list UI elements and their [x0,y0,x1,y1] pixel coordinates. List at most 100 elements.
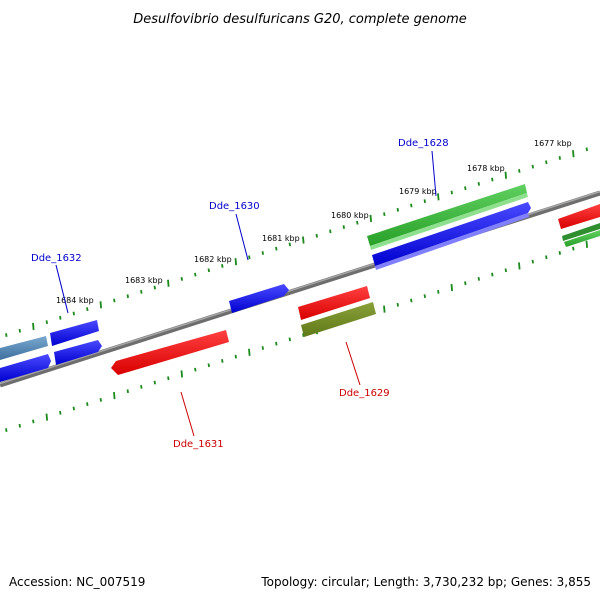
tick-mark [423,294,426,299]
kbp-label: 1682 kbp [194,255,232,264]
tick-mark [531,164,534,169]
tick-mark [302,333,305,337]
leader-line-dde-1630 [235,213,249,261]
tick-mark [450,190,453,195]
tick-mark [275,341,278,346]
gene-dde-1630[interactable] [229,284,289,313]
tick-mark [32,419,35,424]
tick-mark [207,268,210,273]
tick-mark [140,289,143,294]
gene-dde-1628-adjacent[interactable] [372,202,531,270]
tick-mark [194,367,197,372]
tick-mark [558,251,561,255]
kbp-label: 1679 kbp [399,187,437,196]
tick-mark [32,322,35,331]
tick-mark [5,333,8,337]
tick-mark [234,354,237,359]
inner-tick-ring [5,240,588,432]
gene-label-dde-1630[interactable]: Dde_1630 [209,201,260,212]
gene-left-blue[interactable] [0,354,51,382]
tick-mark [437,193,440,201]
tick-mark [396,207,399,212]
gene-dde-1629[interactable] [301,302,376,337]
tick-mark [18,423,21,428]
tick-mark [356,220,359,225]
tick-mark [261,346,264,350]
tick-mark [153,380,156,385]
tick-mark [518,169,521,173]
tick-mark [153,285,156,290]
tick-mark [342,225,345,229]
gene-right-red[interactable] [558,204,600,229]
tick-mark [248,348,251,356]
gene-right-green[interactable] [562,223,600,247]
gene-dde-1628[interactable] [367,184,528,250]
gene-label-dde-1632[interactable]: Dde_1632 [31,253,82,264]
tick-mark [572,150,575,158]
gene-dde-1632[interactable] [50,320,102,365]
tick-mark [477,276,480,281]
tick-mark [369,214,372,223]
tick-mark [45,413,48,421]
tick-mark [437,289,440,294]
tick-mark [72,406,75,411]
tick-mark [99,301,102,309]
tick-mark [221,359,224,363]
tick-mark [261,251,264,255]
tick-mark [585,147,588,152]
accession-text: Accession: NC_007519 [9,575,145,589]
kbp-label: 1681 kbp [262,234,300,243]
tick-mark [113,391,116,400]
tick-mark [167,376,170,381]
map-title: Desulfovibrio desulfuricans G20, complet… [133,12,467,27]
leader-line-dde-1631 [180,391,195,437]
gene-label-dde-1629[interactable]: Dde_1629 [339,388,390,399]
tick-mark [180,370,183,378]
tick-mark [167,279,170,287]
tick-mark [329,229,332,234]
leader-line-dde-1629 [345,341,361,386]
tick-mark [86,402,89,407]
tick-mark [180,277,183,281]
tick-mark [383,305,386,313]
tick-mark [477,181,480,186]
tick-mark [126,389,129,394]
tick-mark [504,171,507,179]
tick-mark [518,262,521,270]
tick-mark [558,156,561,160]
tick-mark [545,255,548,260]
kbp-label: 1677 kbp [534,139,572,148]
tick-mark [585,240,588,248]
tick-mark [18,328,21,333]
leader-line-dde-1632 [55,264,69,314]
gene-dde-1629-red[interactable] [298,286,370,320]
tick-mark [315,233,318,238]
tick-mark [207,363,210,368]
tick-mark [396,302,399,307]
tick-mark [572,246,575,251]
tick-mark [423,199,426,204]
gene-label-dde-1631[interactable]: Dde_1631 [173,439,224,450]
tick-mark [221,264,224,268]
tick-mark [450,283,453,292]
tick-mark [504,268,507,273]
tick-mark [288,337,291,342]
tick-mark [288,242,291,247]
kbp-label: 1684 kbp [56,296,94,305]
tick-mark [531,259,534,264]
gene-dde-1631[interactable] [111,330,229,375]
tick-mark [5,428,8,432]
leader-line-dde-1628 [431,150,437,197]
tick-mark [491,272,494,277]
tick-mark [545,160,548,165]
tick-mark [99,397,102,402]
tick-mark [194,272,197,277]
kbp-label: 1680 kbp [331,211,369,220]
gene-left-steel[interactable] [0,336,48,360]
genome-summary-text: Topology: circular; Length: 3,730,232 bp… [260,575,591,589]
tick-mark [491,177,494,182]
tick-mark [126,294,129,299]
tick-mark [275,246,278,251]
gene-label-dde-1628[interactable]: Dde_1628 [398,138,449,149]
